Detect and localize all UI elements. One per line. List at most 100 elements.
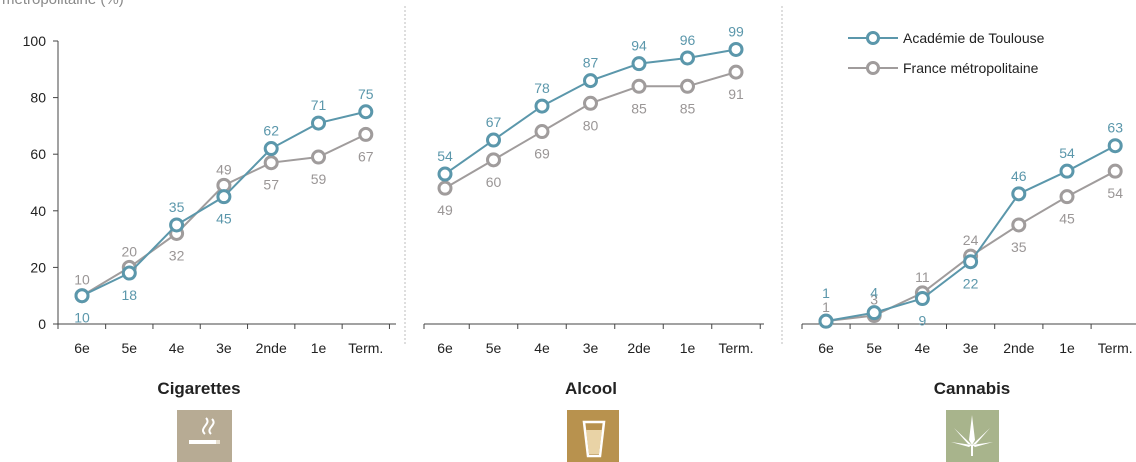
data-point-toulouse — [631, 56, 647, 72]
panel-alcool: 6e 5e 4e 3e 2de 1e Term. 49 60 69 80 85 85 91 54 67 78 87… — [423, 23, 764, 398]
data-point-toulouse — [1107, 138, 1123, 154]
data-label-toulouse: 4 — [870, 285, 878, 301]
x-tick-label: 6e — [74, 340, 90, 356]
y-tick-label: 100 — [23, 33, 47, 49]
x-tick-label: 3e — [963, 340, 979, 356]
data-point-france — [311, 149, 326, 165]
data-label-toulouse: 54 — [437, 148, 453, 164]
y-tick-label: 80 — [30, 90, 46, 106]
x-tick-label: Term. — [348, 340, 383, 356]
data-point-france — [1059, 189, 1075, 205]
data-point-toulouse — [680, 50, 695, 66]
data-label-france: 91 — [728, 86, 744, 102]
data-label-france: 59 — [311, 171, 327, 187]
data-point-france — [680, 78, 695, 94]
x-tick-label: 1e — [680, 340, 696, 356]
data-point-france — [583, 95, 598, 111]
data-label-france: 57 — [263, 177, 279, 193]
y-tick-label: 60 — [30, 146, 46, 162]
x-tick-label: 5e — [122, 340, 138, 356]
data-label-france: 20 — [122, 243, 138, 259]
x-tick-label: 2nde — [256, 340, 287, 356]
data-point-france — [631, 78, 647, 94]
data-label-france: 35 — [1011, 239, 1027, 255]
x-tick-label: 3e — [583, 340, 599, 356]
data-point-france — [358, 126, 374, 142]
data-point-france — [437, 180, 453, 196]
data-label-toulouse: 18 — [122, 287, 138, 303]
data-point-france — [1107, 163, 1123, 179]
y-tick-label: 20 — [30, 259, 46, 275]
data-point-toulouse — [534, 98, 550, 114]
data-point-toulouse — [866, 305, 882, 321]
x-tick-label: 6e — [437, 340, 453, 356]
x-tick-label: 4e — [534, 340, 550, 356]
data-point-toulouse — [216, 189, 232, 205]
smoke — [202, 417, 215, 435]
data-point-toulouse — [728, 41, 744, 57]
glass-outline — [582, 420, 606, 458]
smoking-icon — [177, 410, 232, 462]
x-tick-label: 4e — [169, 340, 185, 356]
data-label-toulouse: 99 — [728, 23, 744, 39]
panel-title: Alcool — [565, 379, 617, 398]
legend-marker-france — [866, 61, 880, 75]
data-label-france: 49 — [437, 202, 453, 218]
x-tick-label: 5e — [866, 340, 882, 356]
data-label-toulouse: 35 — [169, 199, 185, 215]
data-label-france: 45 — [1059, 211, 1075, 227]
cannabis-leaf-icon — [946, 410, 999, 462]
data-label-france: 54 — [1107, 185, 1123, 201]
x-tick-label: Term. — [719, 340, 754, 356]
panel-title: Cannabis — [934, 379, 1011, 398]
data-label-toulouse: 67 — [486, 114, 502, 130]
data-label-france: 85 — [631, 100, 647, 116]
legend: Académie de Toulouse France métropolitain… — [848, 30, 1045, 76]
data-label-toulouse: 75 — [358, 86, 374, 102]
data-point-toulouse — [121, 265, 137, 281]
data-label-toulouse: 94 — [631, 38, 647, 54]
data-label-toulouse: 78 — [534, 80, 550, 96]
x-tick-label: 2de — [627, 340, 651, 356]
x-tick-label: 3e — [216, 340, 232, 356]
data-label-france: 49 — [216, 161, 232, 177]
x-tick-label: 1e — [311, 340, 327, 356]
data-label-france: 85 — [680, 100, 696, 116]
leaf — [951, 415, 993, 447]
data-point-toulouse — [818, 313, 834, 329]
panel-title: Cigarettes — [157, 379, 240, 398]
data-label-toulouse: 46 — [1011, 168, 1027, 184]
x-tick-label: 1e — [1059, 340, 1075, 356]
data-label-france: 3 — [870, 292, 878, 308]
data-point-toulouse — [311, 115, 326, 131]
panel-cigarettes: 0 20 40 60 80 100 6e 5e 4e 3e 2nde 1e Term. 10 20 32 49 5… — [23, 33, 396, 398]
legend-label-toulouse: Académie de Toulouse — [903, 30, 1045, 46]
beer-glass-icon — [567, 410, 619, 462]
cigarette-body — [189, 440, 220, 444]
data-point-toulouse — [358, 104, 374, 120]
data-label-france: 32 — [169, 247, 185, 263]
legend-label-france: France métropolitaine — [903, 60, 1039, 76]
icon-bg — [177, 410, 232, 462]
legend-marker-toulouse — [866, 31, 880, 45]
data-point-toulouse — [437, 166, 453, 182]
data-point-france — [486, 152, 501, 168]
data-label-france: 69 — [534, 146, 550, 162]
data-label-toulouse: 63 — [1107, 120, 1123, 136]
icons — [177, 410, 999, 462]
cigarette-tip — [216, 440, 220, 444]
data-label-france: 1 — [822, 299, 830, 315]
data-label-france: 60 — [486, 174, 502, 190]
y-tick-label: 40 — [30, 203, 46, 219]
x-tick-label: Term. — [1098, 340, 1133, 356]
data-label-france: 67 — [358, 148, 374, 164]
y-tick-label: 0 — [38, 316, 46, 332]
data-point-france — [534, 124, 550, 140]
data-point-toulouse — [583, 73, 598, 89]
data-label-toulouse: 9 — [919, 313, 927, 329]
data-point-toulouse — [74, 288, 90, 304]
data-point-toulouse — [263, 141, 279, 157]
data-point-france — [728, 64, 744, 80]
